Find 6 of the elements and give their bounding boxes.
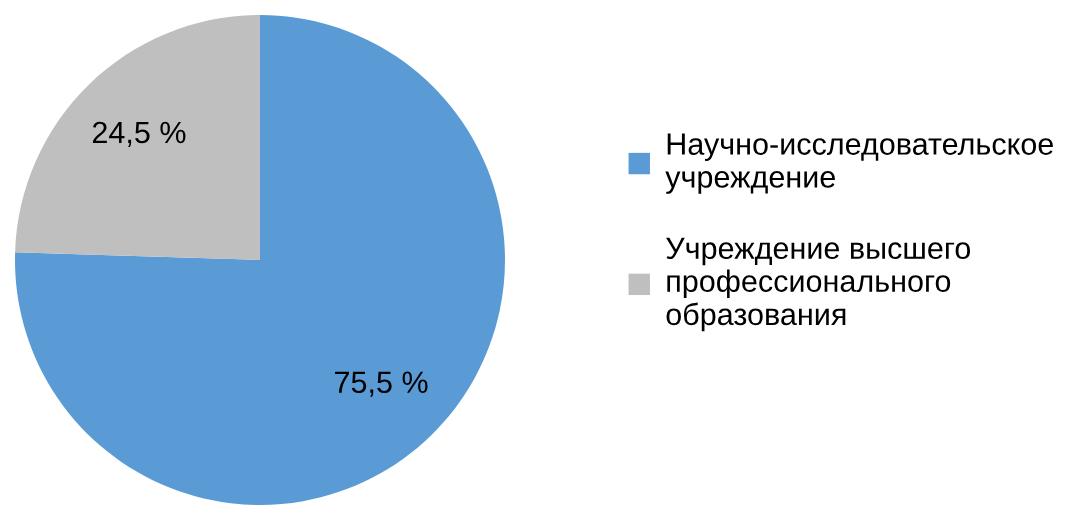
pie-slice bbox=[15, 15, 505, 505]
legend-label: Научно-исследовательское учреждение bbox=[665, 133, 1053, 194]
data-label: 24,5 % bbox=[92, 121, 186, 147]
data-label: 75,5 % bbox=[335, 371, 428, 397]
pie-slice bbox=[15, 15, 260, 260]
legend-label: Учреждение высшего профессионального образования bbox=[666, 237, 971, 332]
